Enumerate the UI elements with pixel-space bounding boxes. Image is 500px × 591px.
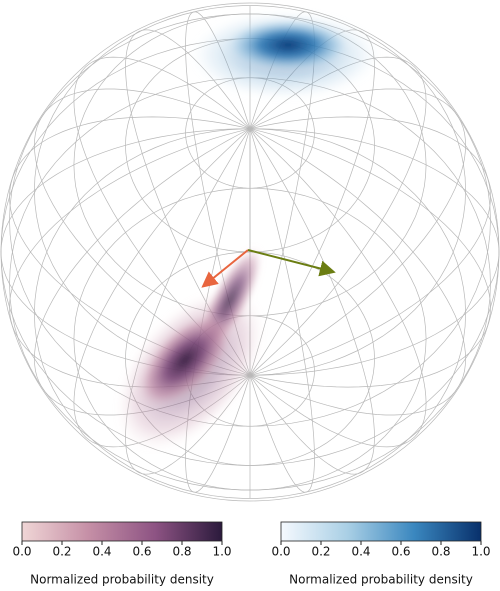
x-tick-label: 0.8	[431, 545, 450, 559]
meridian	[249, 128, 491, 388]
x-tick-label: 0.2	[311, 545, 330, 559]
meridian	[249, 88, 466, 376]
sphere-outline	[0, 2, 500, 502]
x-tick-label: 0.6	[391, 545, 410, 559]
meridian	[249, 128, 427, 448]
parallel	[73, 187, 427, 491]
orange-arrow	[201, 249, 249, 288]
x-tick-label: 0.6	[132, 545, 151, 559]
meridian	[249, 128, 500, 376]
x-tick-label: 0.4	[92, 545, 111, 559]
olive-arrow	[247, 249, 336, 277]
parallel	[9, 77, 491, 491]
x-tick-label: 1.0	[471, 545, 490, 559]
blue-cloud	[226, 19, 350, 71]
density-clouds	[115, 10, 380, 451]
x-tick-label: 1.0	[212, 545, 231, 559]
x-tick-label: 0.2	[52, 545, 71, 559]
x-tick-label: 0.0	[12, 545, 31, 559]
colorbar-label: Normalized probability density	[30, 573, 214, 587]
parallel	[34, 128, 466, 499]
pink-cloud	[137, 312, 233, 408]
meridian	[249, 128, 466, 416]
x-tick-label: 0.8	[172, 545, 191, 559]
colorbar	[21, 521, 223, 542]
x-tick-label: 0.4	[351, 545, 370, 559]
colorbar-label: Normalized probability density	[289, 573, 473, 587]
meridian	[249, 116, 491, 376]
colorbar	[280, 521, 482, 542]
x-tick-label: 0.0	[271, 545, 290, 559]
meridian	[249, 56, 427, 376]
colorbars: 0.0 0.2 0.4 0.6 0.8 1.0 Normalized probability…	[12, 521, 491, 587]
